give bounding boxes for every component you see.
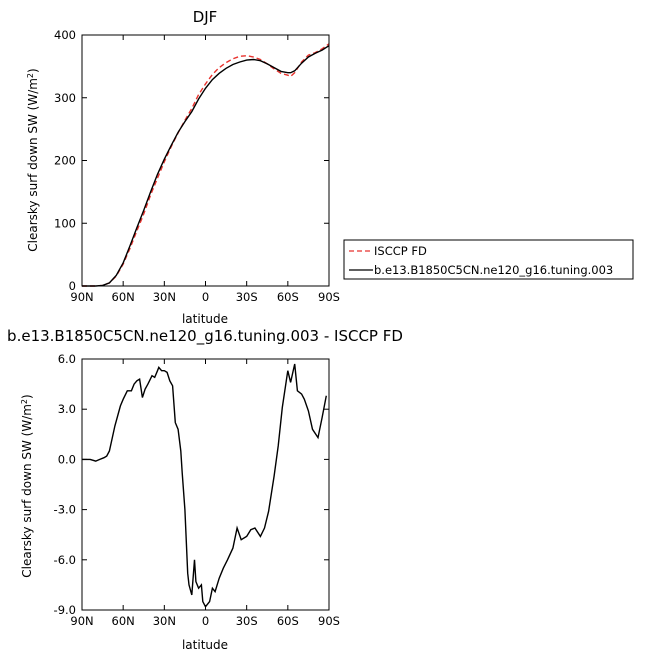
- top-series-line-0: [82, 43, 330, 287]
- top-series-group: [82, 43, 330, 287]
- top-x-tick-label: 30N: [153, 290, 176, 304]
- bottom-axes: 90N 60N 30N 0 30S 60S 90S -9.0 -6.0 -3.0 0.0 3.0 6.0: [54, 352, 340, 628]
- legend-box: [343, 239, 634, 280]
- bottom-y-axis-label: Clearsky surf down SW (W/m2): [20, 394, 35, 577]
- top-x-tick-label: 90N: [70, 290, 93, 304]
- bottom-x-tick-label: 90S: [318, 614, 340, 628]
- bottom-y-tick-label: 0.0: [58, 452, 76, 466]
- bottom-series-group: [82, 363, 327, 608]
- bottom-series-line-0: [82, 363, 327, 608]
- top-x-tick-label: 60S: [277, 290, 299, 304]
- top-chart-title: DJF: [193, 8, 218, 26]
- bottom-y-tick-label: 6.0: [58, 352, 76, 366]
- top-x-tick-label: 90S: [318, 290, 340, 304]
- bottom-x-axis-label: latitude: [182, 638, 228, 652]
- top-series-line-1: [82, 45, 330, 287]
- top-x-tick-label: 0: [202, 290, 209, 304]
- bottom-y-tick-label: -6.0: [54, 553, 76, 567]
- bottom-chart-title: b.e13.B1850C5CN.ne120_g16.tuning.003 - I…: [7, 327, 403, 346]
- top-y-tick-label: 300: [54, 91, 76, 105]
- bottom-y-tick-label: -9.0: [54, 603, 76, 617]
- top-panel: DJF 90N 60N 30N 0 30S 60S 90S 0 100 200 300 400 lat…: [26, 8, 634, 326]
- bottom-x-tick-label: 60N: [112, 614, 135, 628]
- bottom-y-tick-label: 3.0: [58, 402, 76, 416]
- top-y-tick-label: 200: [54, 154, 76, 168]
- top-x-tick-label: 60N: [112, 290, 135, 304]
- top-y-tick-label: 100: [54, 216, 76, 230]
- top-y-tick-label: 400: [54, 28, 76, 42]
- legend: ISCCP FD b.e13.B1850C5CN.ne120_g16.tunin…: [343, 239, 634, 280]
- top-axes: 90N 60N 30N 0 30S 60S 90S 0 100 200 300 400: [54, 28, 340, 304]
- top-x-tick-label: 30S: [236, 290, 258, 304]
- top-y-tick-label: 0: [69, 279, 76, 293]
- bottom-plot-frame: [81, 358, 330, 611]
- bottom-x-tick-label: 60S: [277, 614, 299, 628]
- bottom-y-tick-label: -3.0: [54, 503, 76, 517]
- bottom-x-tick-label: 30S: [236, 614, 258, 628]
- bottom-x-tick-label: 0: [202, 614, 209, 628]
- legend-label-isccp: ISCCP FD: [374, 244, 427, 258]
- bottom-panel: b.e13.B1850C5CN.ne120_g16.tuning.003 - I…: [7, 327, 403, 652]
- bottom-x-tick-label: 30N: [153, 614, 176, 628]
- top-y-axis-label: Clearsky surf down SW (W/m2): [26, 68, 41, 251]
- legend-label-model: b.e13.B1850C5CN.ne120_g16.tuning.003: [374, 263, 613, 277]
- bottom-x-tick-label: 90N: [70, 614, 93, 628]
- top-x-axis-label: latitude: [182, 312, 228, 326]
